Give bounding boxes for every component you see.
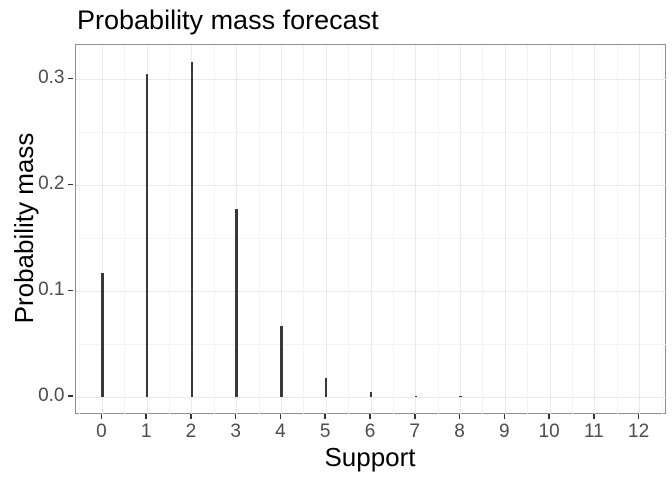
chart-title: Probability mass forecast <box>77 5 379 35</box>
pmf-bar <box>190 62 194 398</box>
gridline-major-vertical <box>101 45 103 414</box>
x-tick-label: 1 <box>140 421 152 442</box>
x-tick-mark <box>100 414 103 420</box>
x-tick-mark <box>145 414 147 420</box>
gridline-minor-vertical <box>661 45 663 414</box>
gridline-minor-vertical <box>79 45 81 414</box>
x-tick-mark <box>324 414 327 420</box>
x-tick-mark <box>190 414 192 420</box>
gridline-minor-vertical <box>303 45 305 414</box>
x-tick-mark <box>234 414 237 420</box>
x-tick-label: 12 <box>628 421 650 442</box>
x-tick-label: 2 <box>185 421 197 442</box>
gridline-minor-vertical <box>213 45 215 414</box>
pmf-bar <box>235 208 238 398</box>
gridline-major-vertical <box>280 45 282 414</box>
gridline-minor-horizontal <box>75 343 667 345</box>
x-tick-mark <box>369 414 371 420</box>
x-axis-title: Support <box>324 442 416 472</box>
y-tick-mark <box>68 183 74 186</box>
gridline-minor-vertical <box>124 45 126 414</box>
x-tick-label: 7 <box>409 421 421 442</box>
gridline-major-vertical <box>594 45 596 414</box>
gridline-minor-horizontal <box>75 131 667 133</box>
y-tick-mark <box>68 77 74 80</box>
x-tick-label: 3 <box>230 421 241 442</box>
y-tick-mark <box>68 289 74 292</box>
x-tick-mark <box>413 414 416 420</box>
x-tick-mark <box>593 414 595 420</box>
gridline-minor-vertical <box>392 45 394 414</box>
x-tick-label: 9 <box>499 421 510 442</box>
gridline-major-vertical <box>325 45 327 414</box>
y-tick-label: 0.2 <box>38 173 65 195</box>
pmf-bar <box>324 378 328 398</box>
y-tick-label: 0.1 <box>38 279 65 301</box>
x-tick-mark <box>503 414 506 420</box>
gridline-major-horizontal <box>75 396 667 398</box>
x-tick-mark <box>279 414 282 420</box>
pmf-bar <box>145 74 149 398</box>
gridline-major-horizontal <box>75 184 667 186</box>
x-tick-mark <box>637 414 640 420</box>
x-tick-label: 5 <box>319 421 331 442</box>
gridline-major-vertical <box>415 45 417 414</box>
gridline-minor-vertical <box>527 45 529 414</box>
x-tick-label: 6 <box>364 421 376 442</box>
x-tick-label: 10 <box>538 421 560 442</box>
pmf-bar <box>101 273 104 398</box>
x-tick-mark <box>548 414 550 420</box>
pmf-bar <box>369 391 373 398</box>
gridline-minor-vertical <box>348 45 350 414</box>
x-tick-mark <box>458 414 461 420</box>
gridline-major-vertical <box>639 45 641 414</box>
plot-panel <box>74 44 667 414</box>
y-axis-title: Probability mass <box>9 132 39 324</box>
x-tick-label: 0 <box>96 421 107 442</box>
gridline-minor-vertical <box>616 45 618 414</box>
gridline-major-vertical <box>549 45 551 414</box>
gridline-major-vertical <box>504 45 506 414</box>
gridline-minor-horizontal <box>75 237 667 239</box>
x-tick-label: 11 <box>583 421 604 442</box>
pmf-bar <box>280 326 283 398</box>
y-tick-label: 0.3 <box>38 67 65 89</box>
x-tick-label: 4 <box>275 421 286 442</box>
gridline-major-vertical <box>460 45 462 414</box>
gridline-major-horizontal <box>75 290 667 292</box>
pmf-bar <box>459 395 462 398</box>
gridline-minor-vertical <box>437 45 439 414</box>
gridline-minor-vertical <box>571 45 573 414</box>
y-tick-label: 0.0 <box>38 385 65 407</box>
gridline-major-vertical <box>370 45 372 414</box>
gridline-minor-vertical <box>258 45 260 414</box>
y-tick-mark <box>68 395 74 398</box>
gridline-minor-vertical <box>482 45 484 414</box>
gridline-major-horizontal <box>75 78 667 80</box>
x-tick-label: 8 <box>454 421 465 442</box>
gridline-minor-vertical <box>169 45 171 414</box>
pmf-bar <box>414 395 418 398</box>
